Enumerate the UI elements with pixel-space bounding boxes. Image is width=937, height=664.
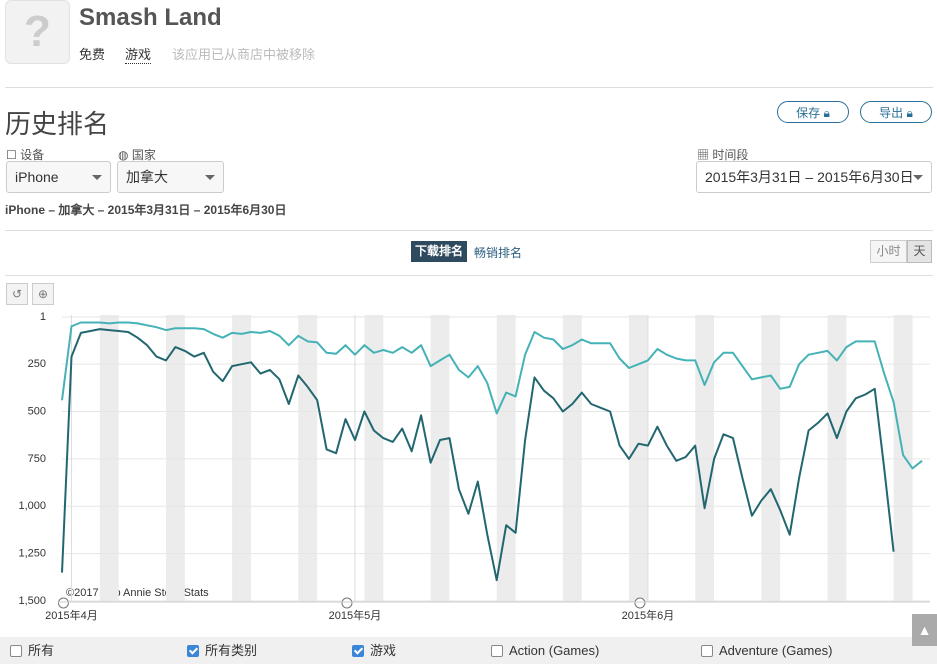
- series-line: [61, 321, 923, 470]
- legend-item[interactable]: Action (Games): [491, 643, 599, 659]
- country-label: ◍ 国家: [118, 148, 156, 162]
- checkbox[interactable]: [491, 645, 503, 657]
- tab-active[interactable]: 下载排名: [411, 241, 467, 262]
- x-tick-label: 2015年5月: [329, 608, 382, 622]
- weekend-band: [99, 315, 119, 601]
- weekend-band: [893, 315, 913, 601]
- legend-item[interactable]: 游戏: [352, 643, 396, 659]
- app-title: Smash Land: [79, 4, 222, 31]
- legend-item[interactable]: 所有类别: [187, 643, 257, 659]
- x-tick-label: 2015年4月: [45, 608, 98, 622]
- weekend-band: [761, 315, 781, 601]
- weekend-band: [165, 315, 185, 601]
- credit: ©2017 App Annie Store Stats: [66, 587, 209, 599]
- zoom-button[interactable]: ⊕: [32, 283, 54, 305]
- category[interactable]: 游戏: [125, 44, 152, 64]
- weekend-band: [695, 315, 715, 601]
- weekend-band: [364, 315, 384, 601]
- export-button[interactable]: 导出 🔒︎: [860, 101, 932, 123]
- annotation-marker: [57, 597, 69, 609]
- price: 免费: [79, 47, 106, 62]
- divider: [5, 230, 933, 231]
- x-tick-label: 2015年6月: [622, 608, 675, 622]
- button-label: 导出: [879, 106, 904, 120]
- legend-label: Adventure (Games): [719, 643, 833, 658]
- legend-item[interactable]: Adventure (Games): [701, 643, 832, 659]
- plot-background: [99, 315, 913, 601]
- device-select[interactable]: iPhone: [6, 161, 111, 193]
- y-tick-label: 1: [40, 311, 46, 323]
- scroll-top[interactable]: ▲: [912, 614, 937, 646]
- checkbox[interactable]: [10, 645, 22, 657]
- divider: [5, 275, 933, 276]
- chart: ©2017 App Annie Store Stats 1 250 500 750 1,…: [18, 311, 930, 622]
- checkbox[interactable]: [701, 645, 713, 657]
- y-tick-label: 500: [28, 405, 46, 417]
- divider: [5, 87, 933, 88]
- label: 国家: [131, 148, 156, 162]
- app-icon: ?: [5, 0, 70, 64]
- period-label: ▦ 时间段: [697, 148, 749, 162]
- series-line: [61, 328, 895, 582]
- label: 设备: [20, 148, 45, 162]
- button-label: 保存: [796, 106, 821, 120]
- weekend-band: [298, 315, 318, 601]
- annotation-marker: [634, 597, 646, 609]
- y-tick-label: 1,500: [18, 595, 46, 607]
- weekend-band: [430, 315, 450, 601]
- legend-label: 所有类别: [205, 643, 258, 658]
- legend-item[interactable]: 所有: [10, 643, 54, 659]
- legend-label: 所有: [28, 643, 55, 658]
- legend-label: 游戏: [370, 643, 397, 658]
- y-tick-label: 1,000: [18, 500, 46, 512]
- period-select[interactable]: 2015年3月31日 – 2015年6月30日: [696, 161, 932, 193]
- day-toggle[interactable]: 天: [907, 240, 932, 263]
- weekend-band: [562, 315, 582, 601]
- country-select[interactable]: 加拿大: [117, 161, 224, 193]
- y-tick-label: 750: [28, 453, 46, 465]
- weekend-band: [232, 315, 252, 601]
- save-button[interactable]: 保存 🔒︎: [777, 101, 849, 123]
- hour-toggle[interactable]: 小时: [870, 240, 907, 263]
- annotation-marker: [341, 597, 353, 609]
- label: 时间段: [712, 148, 749, 162]
- legend-bar: 所有 所有类别 游戏 Action (Games) Adventure (Games): [0, 637, 937, 664]
- y-tick-label: 250: [28, 358, 46, 370]
- weekend-band: [629, 315, 648, 601]
- checkbox[interactable]: [352, 645, 364, 657]
- y-tick-label: 1,250: [18, 548, 46, 560]
- section-title: 历史排名: [5, 109, 110, 139]
- device-label: ☐ 设备: [6, 148, 45, 162]
- checkbox[interactable]: [187, 645, 199, 657]
- notice: 该应用已从商店中被移除: [172, 47, 316, 62]
- reset-button[interactable]: ↺: [6, 283, 28, 305]
- summary: iPhone – 加拿大 – 2015年3月31日 – 2015年6月30日: [5, 203, 287, 217]
- legend-label: Action (Games): [509, 643, 600, 658]
- tab[interactable]: 畅销排名: [474, 246, 523, 260]
- weekend-band: [827, 315, 847, 601]
